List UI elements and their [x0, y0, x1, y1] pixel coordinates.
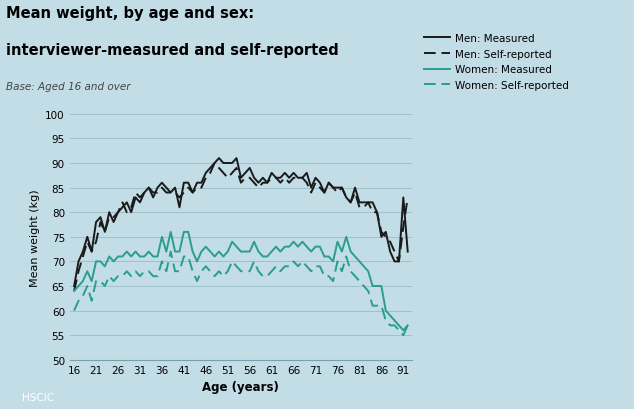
Text: Mean weight, by age and sex:: Mean weight, by age and sex: [6, 6, 254, 21]
Text: Base: Aged 16 and over: Base: Aged 16 and over [6, 82, 131, 92]
Legend: Men: Measured, Men: Self-reported, Women: Measured, Women: Self-reported: Men: Measured, Men: Self-reported, Women… [424, 34, 569, 91]
Text: interviewer-measured and self-reported: interviewer-measured and self-reported [6, 43, 339, 58]
Y-axis label: Mean weight (kg): Mean weight (kg) [30, 189, 40, 286]
X-axis label: Age (years): Age (years) [202, 380, 280, 393]
Text: HSCIC: HSCIC [22, 392, 54, 402]
